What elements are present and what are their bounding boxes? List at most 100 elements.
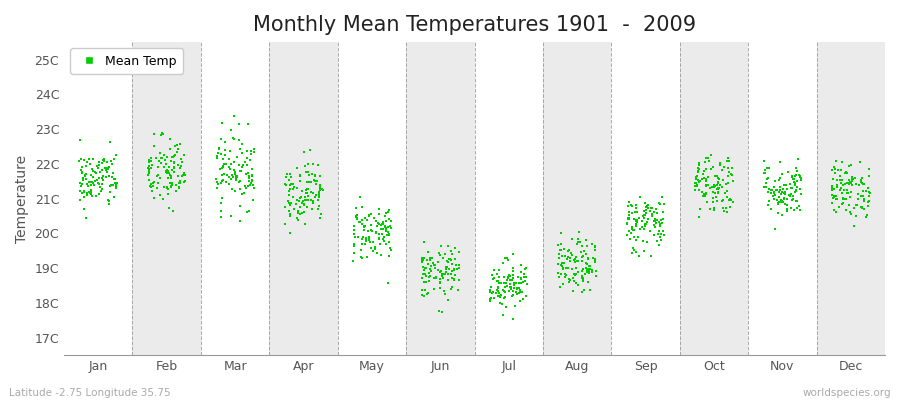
Point bbox=[789, 198, 804, 204]
Point bbox=[282, 208, 296, 214]
Point bbox=[517, 274, 531, 280]
Point bbox=[770, 187, 784, 193]
Point bbox=[654, 237, 669, 244]
Point bbox=[145, 162, 159, 168]
Point bbox=[514, 261, 528, 268]
Point bbox=[562, 278, 577, 285]
Point bbox=[227, 159, 241, 165]
Point bbox=[767, 190, 781, 196]
Point bbox=[371, 220, 385, 226]
Point bbox=[520, 280, 535, 287]
Point bbox=[842, 202, 856, 208]
Point bbox=[580, 266, 595, 273]
Point bbox=[514, 280, 528, 286]
Point bbox=[427, 262, 441, 268]
Point bbox=[213, 208, 228, 214]
Point bbox=[379, 228, 393, 234]
Point bbox=[427, 274, 441, 281]
Point bbox=[788, 180, 802, 186]
Point bbox=[582, 268, 597, 274]
Point bbox=[629, 248, 643, 255]
Point bbox=[588, 258, 602, 264]
Point bbox=[553, 247, 567, 254]
Point bbox=[626, 210, 640, 216]
Point bbox=[495, 300, 509, 307]
Point bbox=[761, 186, 776, 192]
Point bbox=[99, 166, 113, 173]
Point bbox=[505, 277, 519, 284]
Point bbox=[844, 174, 859, 181]
Point bbox=[504, 286, 518, 292]
Point bbox=[440, 258, 454, 264]
Point bbox=[439, 266, 454, 273]
Point bbox=[724, 172, 739, 178]
Point bbox=[213, 151, 228, 158]
Point bbox=[357, 241, 372, 247]
Point bbox=[696, 171, 710, 178]
Point bbox=[707, 182, 722, 188]
Point bbox=[845, 176, 859, 182]
Point bbox=[440, 264, 454, 270]
Point bbox=[834, 158, 849, 165]
Point bbox=[784, 190, 798, 197]
Point bbox=[427, 285, 441, 292]
Point bbox=[699, 183, 714, 190]
Point bbox=[702, 206, 716, 212]
Point bbox=[707, 173, 722, 180]
Point bbox=[508, 280, 523, 287]
Point bbox=[861, 203, 876, 209]
Point bbox=[284, 174, 299, 180]
Point bbox=[374, 222, 388, 228]
Point bbox=[96, 158, 111, 164]
Point bbox=[178, 178, 193, 185]
Point bbox=[416, 257, 430, 264]
Point bbox=[692, 178, 706, 185]
Point bbox=[705, 184, 719, 190]
Point bbox=[788, 165, 803, 171]
Point bbox=[168, 152, 183, 158]
Point bbox=[100, 165, 114, 172]
Point bbox=[774, 199, 788, 205]
Point bbox=[519, 265, 534, 271]
Point bbox=[701, 174, 716, 180]
Point bbox=[844, 182, 859, 188]
Point bbox=[832, 173, 847, 180]
Point bbox=[576, 278, 590, 284]
Point bbox=[415, 258, 429, 265]
Point bbox=[74, 183, 88, 189]
Point bbox=[699, 182, 714, 188]
Point bbox=[622, 227, 636, 234]
Point bbox=[716, 208, 731, 214]
Point bbox=[854, 174, 868, 181]
Point bbox=[89, 193, 104, 200]
Point bbox=[177, 172, 192, 178]
Point bbox=[437, 250, 452, 257]
Point bbox=[362, 237, 376, 244]
Point bbox=[247, 197, 261, 203]
Point bbox=[172, 178, 186, 184]
Point bbox=[444, 271, 458, 277]
Point bbox=[576, 253, 590, 259]
Point bbox=[452, 277, 466, 283]
Point bbox=[282, 177, 296, 183]
Point bbox=[235, 191, 249, 197]
Point bbox=[506, 265, 520, 271]
Point bbox=[857, 198, 871, 204]
Point bbox=[383, 247, 398, 253]
Point bbox=[500, 257, 515, 263]
Point bbox=[446, 267, 460, 274]
Point bbox=[436, 271, 450, 278]
Point bbox=[228, 171, 242, 177]
Point bbox=[570, 241, 584, 247]
Point bbox=[554, 230, 568, 236]
Point bbox=[649, 210, 663, 217]
Point bbox=[496, 287, 510, 294]
Point bbox=[838, 170, 852, 176]
Point bbox=[105, 161, 120, 167]
Point bbox=[415, 286, 429, 293]
Point bbox=[621, 216, 635, 222]
Bar bbox=[748, 42, 816, 355]
Point bbox=[432, 252, 446, 258]
Point bbox=[690, 168, 705, 174]
Point bbox=[831, 167, 845, 173]
